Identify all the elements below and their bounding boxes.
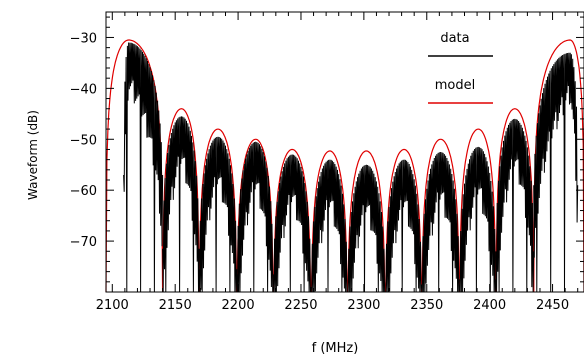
data-lobe-4 xyxy=(236,141,274,293)
model-lobe-8 xyxy=(384,148,423,293)
legend-model-label: model xyxy=(435,78,475,93)
model-lobe-10 xyxy=(458,128,497,293)
data-lobe-11 xyxy=(495,118,535,293)
y-tick-label: −50 xyxy=(70,133,97,148)
x-tick-label: 2150 xyxy=(159,298,192,313)
x-axis-label: f (MHz) xyxy=(312,341,359,355)
data-lobe-1 xyxy=(123,42,164,293)
model-lobe-2 xyxy=(162,108,200,293)
data-lobe-10 xyxy=(459,146,497,293)
model-lobe-9 xyxy=(421,138,461,293)
x-tick-label: 2200 xyxy=(222,298,255,313)
data-lobe-9 xyxy=(421,151,460,293)
y-tick-label: −60 xyxy=(70,184,97,199)
model-lobe-5 xyxy=(272,148,312,293)
model-series xyxy=(105,39,584,293)
model-lobe-12 xyxy=(533,39,584,293)
plot-frame xyxy=(105,11,584,293)
x-tick-label: 2100 xyxy=(96,298,129,313)
data-lobe-5 xyxy=(272,154,312,293)
x-tick-label: 2300 xyxy=(347,298,380,313)
data-lobe-7 xyxy=(347,164,386,293)
data-lobe-2 xyxy=(162,116,200,293)
model-lobe-1 xyxy=(105,39,164,293)
model-lobe-11 xyxy=(495,108,535,293)
y-tick-label: −40 xyxy=(70,82,97,97)
y-axis-label: Waveform (dB) xyxy=(26,110,40,200)
legend-data-label: data xyxy=(440,31,469,46)
x-tick-label: 2400 xyxy=(473,298,506,313)
x-tick-labels: 2100 2150 2200 2250 2300 2350 2400 2450 xyxy=(96,298,569,313)
data-lobe-12 xyxy=(533,52,579,293)
axis-ticks xyxy=(106,12,584,292)
x-tick-label: 2450 xyxy=(536,298,569,313)
y-tick-label: −30 xyxy=(70,31,97,46)
data-lobe-6 xyxy=(311,159,348,293)
data-lobe-8 xyxy=(385,159,422,293)
x-tick-label: 2250 xyxy=(284,298,317,313)
y-tick-label: −70 xyxy=(70,235,97,250)
data-lobe-3 xyxy=(198,136,238,293)
model-lobe-3 xyxy=(198,128,238,293)
model-lobe-7 xyxy=(346,150,386,293)
x-tick-label: 2350 xyxy=(410,298,443,313)
legend: data model xyxy=(428,31,493,104)
y-tick-labels: −30 −40 −50 −60 −70 xyxy=(70,31,97,250)
model-lobe-6 xyxy=(310,150,349,293)
data-series xyxy=(123,42,579,293)
